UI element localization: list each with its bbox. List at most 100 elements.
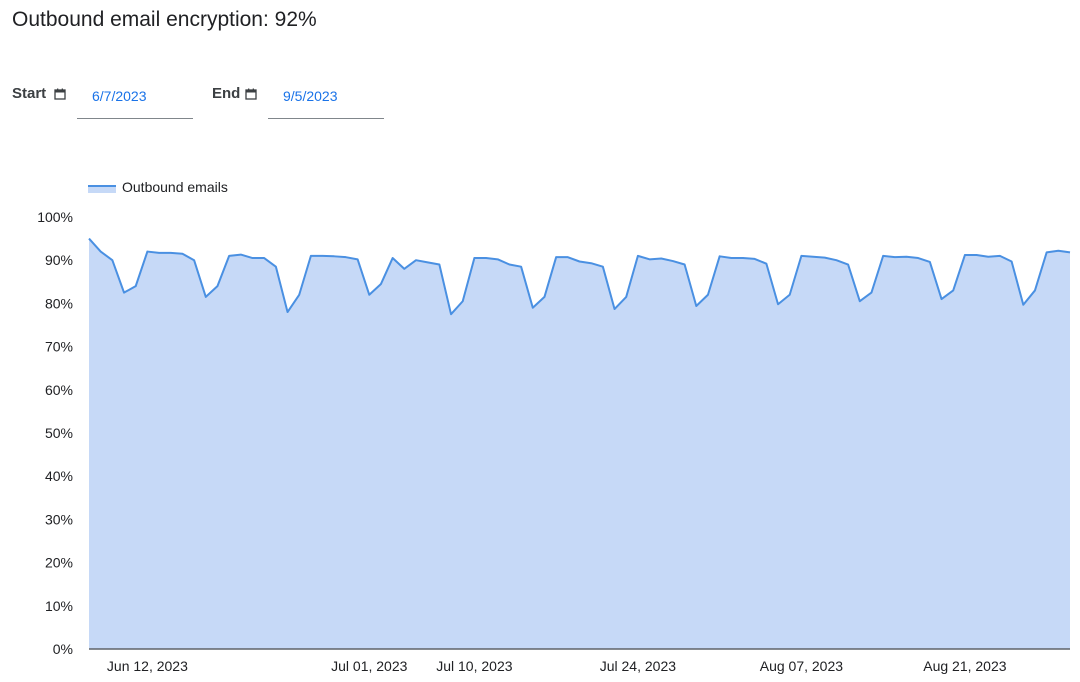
data-point[interactable] — [471, 255, 477, 261]
data-point[interactable] — [588, 260, 594, 266]
data-point[interactable] — [635, 253, 641, 259]
data-point[interactable] — [98, 249, 104, 255]
data-point[interactable] — [133, 283, 139, 289]
data-point[interactable] — [530, 305, 536, 311]
data-point[interactable] — [401, 266, 407, 272]
data-point[interactable] — [927, 259, 933, 265]
data-point[interactable] — [670, 258, 676, 264]
data-point[interactable] — [168, 250, 174, 256]
data-point[interactable] — [261, 255, 267, 261]
data-point[interactable] — [763, 261, 769, 267]
y-tick-label: 40% — [45, 468, 73, 484]
data-point[interactable] — [121, 290, 127, 296]
data-point[interactable] — [728, 255, 734, 261]
data-point[interactable] — [86, 236, 92, 242]
data-point[interactable] — [226, 253, 232, 259]
data-point[interactable] — [705, 292, 711, 298]
data-point[interactable] — [483, 255, 489, 261]
data-point[interactable] — [1067, 249, 1073, 255]
data-point[interactable] — [203, 294, 209, 300]
data-point[interactable] — [565, 254, 571, 260]
calendar-icon[interactable] — [245, 88, 257, 100]
data-point[interactable] — [331, 253, 337, 259]
data-point[interactable] — [693, 303, 699, 309]
data-point[interactable] — [448, 311, 454, 317]
start-date-input[interactable]: 6/7/2023 — [77, 82, 193, 119]
data-point[interactable] — [775, 301, 781, 307]
end-date-value: 9/5/2023 — [283, 88, 338, 104]
y-tick-label: 90% — [45, 252, 73, 268]
y-tick-label: 30% — [45, 511, 73, 527]
data-point[interactable] — [985, 254, 991, 260]
data-point[interactable] — [495, 256, 501, 262]
data-point[interactable] — [1020, 302, 1026, 308]
series-line[interactable] — [88, 237, 1071, 316]
data-point[interactable] — [577, 258, 583, 264]
data-point[interactable] — [974, 252, 980, 258]
data-point[interactable] — [308, 253, 314, 259]
data-point[interactable] — [1009, 258, 1015, 264]
data-point[interactable] — [658, 255, 664, 261]
data-point[interactable] — [1055, 248, 1061, 254]
data-point[interactable] — [390, 255, 396, 261]
page-title: Outbound email encryption: 92% — [12, 8, 317, 31]
start-date-value: 6/7/2023 — [92, 88, 147, 104]
data-point[interactable] — [612, 306, 618, 312]
y-tick-label: 0% — [53, 641, 73, 657]
chart-legend[interactable]: Outbound emails — [88, 179, 228, 195]
end-date-input[interactable]: 9/5/2023 — [268, 82, 384, 119]
data-point[interactable] — [378, 281, 384, 287]
data-point[interactable] — [296, 292, 302, 298]
data-point[interactable] — [915, 255, 921, 261]
data-point[interactable] — [950, 287, 956, 293]
data-point[interactable] — [798, 253, 804, 259]
data-point[interactable] — [822, 255, 828, 261]
data-point[interactable] — [238, 252, 244, 258]
data-point[interactable] — [191, 257, 197, 263]
data-point[interactable] — [880, 253, 886, 259]
data-point[interactable] — [1032, 287, 1038, 293]
data-point[interactable] — [740, 255, 746, 261]
x-tick-label: Jul 24, 2023 — [600, 658, 676, 674]
data-point[interactable] — [109, 257, 115, 263]
data-point[interactable] — [506, 262, 512, 268]
data-point[interactable] — [144, 249, 150, 255]
data-point[interactable] — [647, 256, 653, 262]
data-point[interactable] — [518, 264, 524, 270]
data-point[interactable] — [179, 251, 185, 257]
data-point[interactable] — [810, 254, 816, 260]
data-point[interactable] — [541, 294, 547, 300]
data-point[interactable] — [413, 257, 419, 263]
data-point[interactable] — [214, 283, 220, 289]
data-point[interactable] — [343, 254, 349, 260]
data-point[interactable] — [436, 262, 442, 268]
data-point[interactable] — [997, 253, 1003, 259]
y-axis: 0% 10% 20% 30% 40% 50% 60% 70% 80% 90% 100% — [37, 209, 73, 657]
data-point[interactable] — [787, 292, 793, 298]
data-point[interactable] — [833, 257, 839, 263]
data-point[interactable] — [962, 252, 968, 258]
data-point[interactable] — [285, 309, 291, 315]
data-point[interactable] — [460, 298, 466, 304]
data-point[interactable] — [320, 253, 326, 259]
data-point[interactable] — [156, 250, 162, 256]
data-point[interactable] — [366, 292, 372, 298]
data-point[interactable] — [1044, 249, 1050, 255]
data-point[interactable] — [355, 256, 361, 262]
data-point[interactable] — [682, 262, 688, 268]
data-point[interactable] — [250, 255, 256, 261]
data-point[interactable] — [939, 296, 945, 302]
data-point[interactable] — [553, 254, 559, 260]
data-point[interactable] — [752, 256, 758, 262]
calendar-icon[interactable] — [54, 88, 66, 100]
data-point[interactable] — [857, 298, 863, 304]
data-point[interactable] — [845, 262, 851, 268]
data-point[interactable] — [600, 264, 606, 270]
data-point[interactable] — [425, 259, 431, 265]
data-point[interactable] — [868, 290, 874, 296]
data-point[interactable] — [623, 294, 629, 300]
data-point[interactable] — [904, 254, 910, 260]
data-point[interactable] — [892, 254, 898, 260]
data-point[interactable] — [717, 253, 723, 259]
data-point[interactable] — [273, 264, 279, 270]
